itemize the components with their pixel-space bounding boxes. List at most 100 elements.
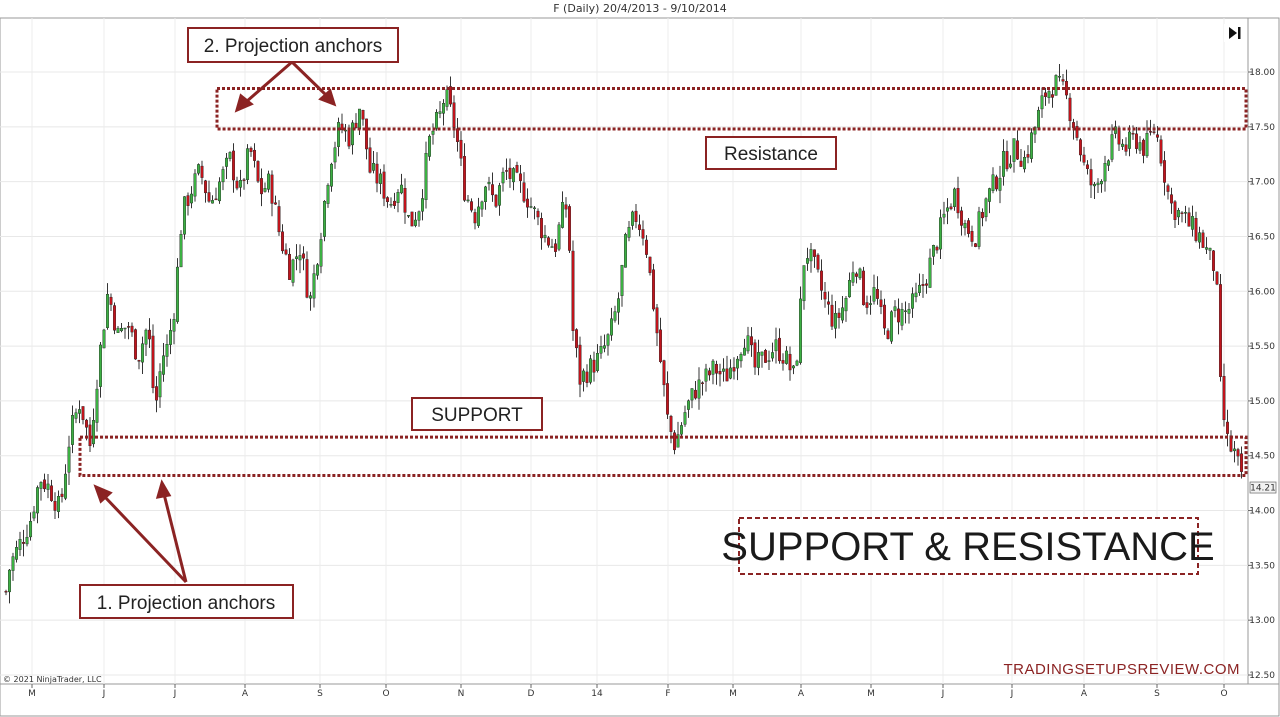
- candle-body: [816, 254, 820, 270]
- candle-body: [837, 312, 841, 318]
- candle-body: [729, 367, 733, 379]
- candle-body: [1215, 271, 1219, 285]
- candle-body: [431, 130, 435, 135]
- watermark: TRADINGSETUPSREVIEW.COM: [1003, 661, 1240, 678]
- candle-body: [547, 237, 551, 246]
- y-tick-label: 12.50: [1249, 671, 1275, 681]
- candle-body: [60, 493, 64, 497]
- anchor-arrows-top: [234, 60, 337, 113]
- candle-body: [830, 304, 834, 327]
- candle-body: [1141, 139, 1145, 156]
- candle-body: [904, 310, 908, 312]
- candle-body: [848, 279, 852, 298]
- candle-body: [312, 273, 316, 299]
- candle-body: [788, 353, 792, 371]
- candle-body: [711, 360, 715, 375]
- candle-body: [11, 556, 15, 571]
- candle-body: [77, 409, 81, 414]
- candle-body: [1155, 134, 1159, 138]
- candle-body: [210, 200, 214, 204]
- candle-body: [39, 482, 43, 489]
- candle-body: [238, 180, 242, 188]
- candle-body: [1068, 97, 1072, 122]
- candle-body: [890, 311, 894, 342]
- svg-text:SUPPORT: SUPPORT: [431, 405, 523, 426]
- skip-to-end-button[interactable]: [1224, 24, 1244, 42]
- candle-body: [347, 129, 351, 147]
- candle-body: [897, 308, 901, 323]
- candle-body: [1023, 157, 1027, 170]
- candle-body: [1166, 185, 1170, 192]
- y-tick-label: 13.00: [1249, 616, 1275, 626]
- candle-body: [224, 157, 228, 167]
- candle-body: [1208, 247, 1212, 251]
- candle-body: [368, 147, 372, 173]
- x-tick-label: S: [317, 689, 323, 699]
- candle-body: [43, 479, 47, 490]
- candle-body: [844, 298, 848, 312]
- candle-body: [133, 329, 137, 360]
- candle-body: [676, 434, 680, 448]
- candle-body: [571, 250, 575, 331]
- x-tick-label: O: [382, 689, 389, 699]
- candle-body: [189, 193, 193, 204]
- candle-body: [648, 256, 652, 273]
- candle-body: [911, 293, 915, 309]
- candle-body: [949, 206, 953, 210]
- candle-body: [1145, 133, 1149, 157]
- candle-body: [179, 234, 183, 268]
- x-tick-label: F: [665, 689, 670, 699]
- candle-body: [298, 255, 302, 261]
- candle-body: [753, 342, 757, 368]
- candle-body: [221, 169, 225, 183]
- candle-body: [235, 180, 239, 189]
- candle-body: [554, 243, 558, 252]
- candle-body: [1239, 453, 1243, 472]
- candle-body: [151, 335, 155, 389]
- candle-body: [161, 355, 165, 375]
- svg-text:2. Projection anchors: 2. Projection anchors: [204, 36, 383, 57]
- candle-body: [1190, 216, 1194, 230]
- candle-body: [1054, 75, 1058, 96]
- candle-body: [963, 223, 967, 229]
- candle-body: [217, 181, 221, 202]
- candle-body: [361, 109, 365, 120]
- support-zone: [78, 435, 1248, 477]
- candle-body: [645, 239, 649, 255]
- candle-body: [543, 234, 547, 239]
- candle-body: [449, 86, 453, 105]
- candle-body: [375, 163, 379, 184]
- x-tick-label: A: [242, 689, 249, 699]
- candle-body: [88, 424, 92, 447]
- candle-body: [1026, 154, 1030, 158]
- candle-body: [627, 227, 631, 238]
- candle-body: [1040, 95, 1044, 110]
- candle-body: [596, 353, 600, 371]
- candle-body: [981, 212, 985, 219]
- candle-body: [1159, 139, 1163, 164]
- candle-body: [827, 301, 831, 305]
- candle-body: [403, 187, 407, 213]
- candle-body: [32, 511, 36, 519]
- candle-body: [98, 344, 102, 387]
- candle-body: [1029, 132, 1033, 159]
- candle-body: [147, 329, 151, 340]
- candle-body: [242, 179, 246, 181]
- y-tick-label: 15.00: [1249, 397, 1275, 407]
- candle-body: [617, 298, 621, 313]
- candle-body: [1162, 160, 1166, 183]
- candle-body: [652, 269, 656, 310]
- candle-body: [445, 89, 449, 107]
- candle-body: [680, 425, 684, 435]
- candle-body: [452, 102, 456, 128]
- candle-body: [862, 270, 866, 306]
- x-tick-label: M: [28, 689, 36, 699]
- candle-body: [529, 206, 533, 208]
- candle-body: [407, 214, 411, 217]
- candle-body: [585, 371, 589, 383]
- candle-body: [91, 420, 95, 445]
- candle-body: [144, 329, 148, 345]
- candle-body: [641, 229, 645, 239]
- x-tick-label: J: [173, 689, 177, 699]
- candle-body: [277, 206, 281, 233]
